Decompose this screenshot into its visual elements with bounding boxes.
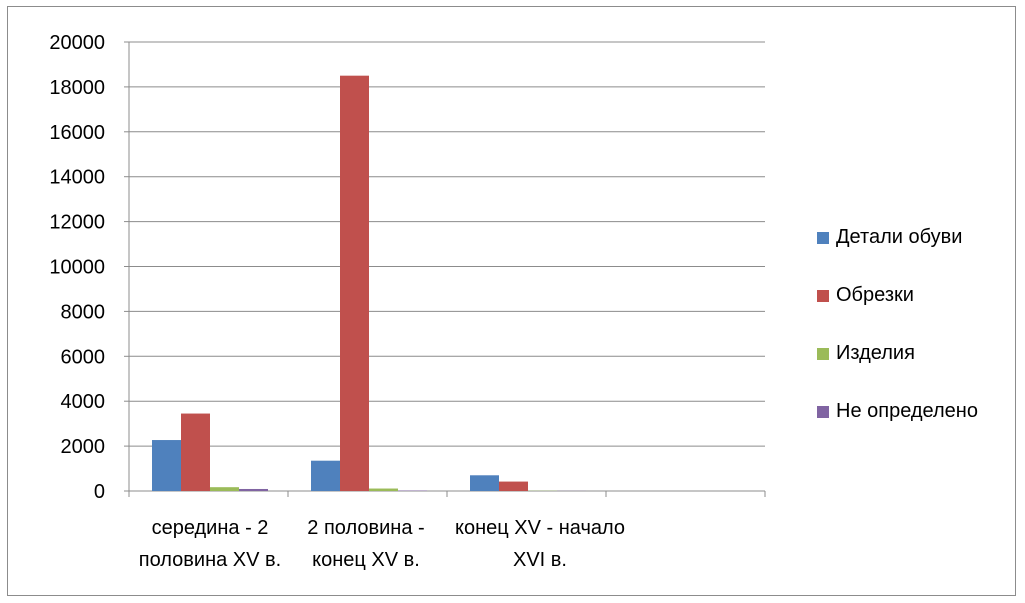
legend-item-products: Изделия bbox=[817, 342, 1017, 400]
x-tick-label-1: середина - 2 половина XV в. bbox=[120, 512, 300, 576]
legend-label-scraps: Обрезки bbox=[836, 284, 914, 306]
legend-label-products: Изделия bbox=[836, 342, 915, 364]
x-tick-label-1-line1: середина - 2 bbox=[151, 517, 269, 539]
x-tick-label-2-line1: 2 половина - bbox=[307, 517, 425, 539]
y-tick-label-14000: 14000 bbox=[49, 167, 105, 189]
y-tick-label-4000: 4000 bbox=[61, 391, 106, 413]
bar-series1-cat2 bbox=[311, 460, 340, 491]
bar-series2-cat1 bbox=[181, 413, 210, 491]
bar-series4-cat1 bbox=[239, 488, 268, 491]
legend-swatch-scraps bbox=[817, 290, 829, 302]
bar-series1-cat1 bbox=[152, 440, 181, 491]
bar-series1-cat3 bbox=[470, 475, 499, 491]
legend-swatch-products bbox=[817, 348, 829, 360]
x-tick-label-1-line2: половина XV в. bbox=[138, 549, 282, 571]
legend-swatch-shoe-parts bbox=[817, 232, 829, 244]
bar-series3-cat2 bbox=[369, 488, 398, 491]
legend-label-undefined: Не определено bbox=[836, 400, 978, 422]
bar-series2-cat3 bbox=[499, 481, 528, 491]
x-tick-label-2: 2 половина - конец XV в. bbox=[276, 512, 456, 576]
legend-item-undefined: Не определено bbox=[817, 400, 1017, 458]
y-tick-label-12000: 12000 bbox=[49, 212, 105, 234]
y-tick-label-0: 0 bbox=[94, 481, 105, 503]
y-tick-label-6000: 6000 bbox=[61, 346, 106, 368]
y-tick-label-18000: 18000 bbox=[49, 77, 105, 99]
y-tick-label-10000: 10000 bbox=[49, 257, 105, 279]
y-tick-label-16000: 16000 bbox=[49, 122, 105, 144]
x-tick-label-2-line2: конец XV в. bbox=[312, 549, 420, 571]
legend-item-shoe-parts: Детали обуви bbox=[817, 226, 1017, 284]
legend-swatch-undefined bbox=[817, 406, 829, 418]
y-tick-label-8000: 8000 bbox=[61, 301, 106, 323]
x-tick-label-3-line2: XVI в. bbox=[513, 549, 567, 571]
legend-item-scraps: Обрезки bbox=[817, 284, 1017, 342]
y-tick-label-2000: 2000 bbox=[61, 436, 106, 458]
chart-legend: Детали обуви Обрезки Изделия Не определе… bbox=[817, 226, 1017, 458]
x-tick-label-3: конец XV - начало XVI в. bbox=[440, 512, 640, 576]
legend-label-shoe-parts: Детали обуви bbox=[836, 226, 963, 248]
x-tick-label-3-line1: конец XV - начало bbox=[454, 517, 626, 539]
bar-series2-cat2 bbox=[340, 75, 369, 492]
bar-series3-cat1 bbox=[210, 487, 239, 491]
y-tick-label-20000: 20000 bbox=[49, 32, 105, 54]
chart-frame bbox=[7, 6, 1016, 596]
